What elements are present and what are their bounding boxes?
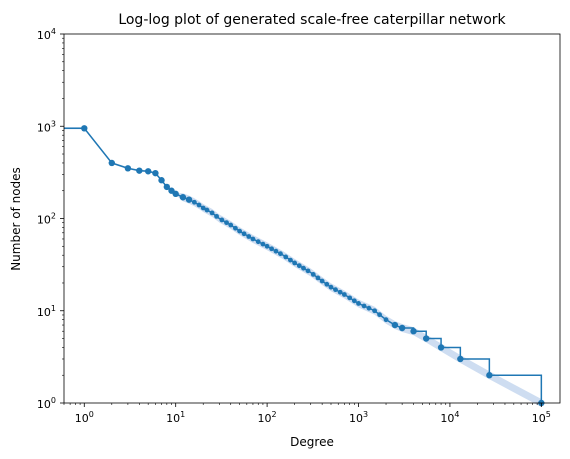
data-point [437, 344, 445, 351]
data-point [333, 287, 338, 293]
data-point [214, 213, 219, 219]
y-tick-label: 100 [37, 396, 56, 411]
data-point [185, 196, 193, 203]
data-point [278, 251, 283, 257]
data-point [172, 190, 179, 198]
data-point [351, 298, 357, 304]
data-point [410, 328, 417, 335]
data-point [269, 246, 275, 252]
data-point [356, 301, 361, 306]
plot-frame [63, 33, 561, 404]
data-point [191, 199, 197, 205]
data-point [310, 271, 316, 277]
data-point [398, 324, 406, 332]
data-point [288, 257, 293, 263]
data-point [315, 275, 321, 281]
data-point [246, 234, 252, 239]
data-point [273, 248, 279, 254]
data-point [196, 202, 202, 208]
data-point [347, 295, 353, 301]
data-point [81, 125, 88, 132]
data-point [361, 303, 367, 309]
series-markers [81, 125, 545, 407]
data-point [255, 239, 261, 245]
y-tick-label: 104 [37, 27, 56, 42]
data-point [391, 321, 399, 329]
data-point [209, 210, 215, 216]
data-point [372, 308, 378, 314]
data-point [486, 372, 493, 379]
data-point [264, 243, 270, 249]
data-point [328, 284, 334, 290]
data-point [301, 265, 306, 271]
data-point [158, 177, 165, 184]
x-tick-label: 105 [532, 410, 551, 425]
x-axis-label: Degree [290, 435, 334, 449]
data-point [283, 254, 289, 260]
data-point [383, 317, 389, 323]
data-point [250, 236, 256, 242]
data-point [341, 292, 347, 297]
data-point [228, 222, 234, 228]
x-tick-label: 102 [258, 410, 277, 425]
data-point [377, 312, 382, 318]
y-tick-label: 101 [37, 304, 56, 319]
data-point [337, 289, 343, 295]
data-point [144, 168, 152, 175]
data-point [292, 260, 298, 266]
data-point [204, 207, 210, 213]
data-point [179, 194, 187, 201]
axis-ticks: 100 101 102 103 104 105 100 101 102 103 104 [37, 27, 551, 425]
data-point [241, 231, 247, 237]
data-point [108, 159, 115, 167]
data-point [457, 355, 464, 363]
x-tick-label: 100 [75, 410, 94, 425]
data-point [305, 268, 311, 274]
data-point [237, 228, 242, 234]
y-tick-label: 103 [37, 119, 56, 134]
data-point [233, 225, 238, 231]
data-point [152, 169, 159, 177]
data-point [219, 217, 225, 223]
chart-title: Log-log plot of generated scale-free cat… [118, 12, 506, 28]
data-point [319, 278, 325, 284]
data-point [163, 183, 171, 191]
x-tick-label: 104 [440, 410, 459, 425]
y-tick-label: 102 [37, 212, 56, 227]
data-point [224, 220, 229, 226]
data-point [366, 305, 372, 311]
x-tick-label: 103 [349, 410, 368, 425]
y-axis-label: Number of nodes [9, 167, 23, 271]
data-point [260, 241, 266, 247]
data-point [296, 263, 302, 269]
data-point [136, 167, 143, 174]
data-point [200, 205, 206, 211]
data-point [422, 335, 430, 342]
data-point [324, 281, 330, 287]
data-point [124, 165, 132, 172]
x-tick-label: 101 [166, 410, 185, 425]
